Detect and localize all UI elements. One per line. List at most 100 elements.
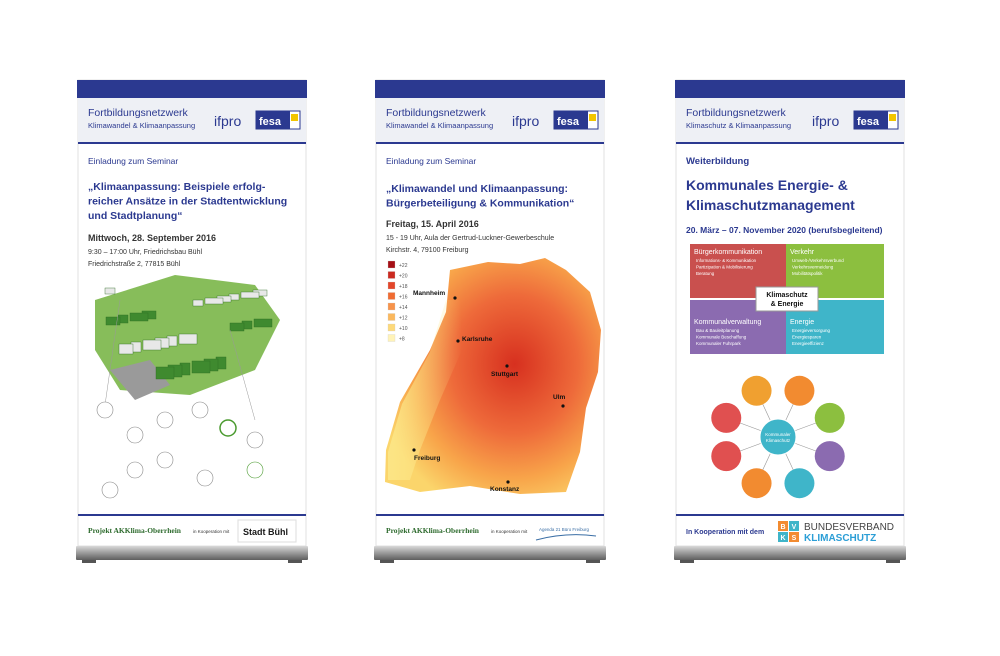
map-region bbox=[385, 258, 601, 494]
legend-swatch bbox=[387, 313, 396, 321]
measure-icon bbox=[126, 426, 144, 444]
network-title: Fortbildungsnetzwerk bbox=[686, 107, 787, 119]
stand-foot bbox=[680, 560, 694, 563]
city-label: Freiburg bbox=[414, 455, 440, 462]
measure-icon bbox=[156, 451, 174, 469]
network-node bbox=[814, 402, 845, 433]
measure-icon bbox=[246, 431, 264, 449]
legend-swatch bbox=[387, 271, 396, 279]
header-rule bbox=[78, 142, 306, 144]
legend-label: +18 bbox=[399, 284, 408, 290]
network-node bbox=[741, 375, 772, 406]
map-rhine-valley bbox=[388, 300, 462, 480]
legend-swatch bbox=[387, 281, 396, 290]
city-building bbox=[204, 297, 224, 305]
legend-label: +10 bbox=[399, 326, 408, 332]
callout-line bbox=[104, 299, 121, 406]
city-building bbox=[129, 312, 149, 322]
logo-fesa-dot bbox=[589, 114, 596, 121]
logo-ifpro: ifpro bbox=[214, 113, 241, 129]
legend-label: +22 bbox=[399, 263, 408, 269]
measure-icon bbox=[156, 411, 174, 429]
callout-line bbox=[229, 329, 256, 421]
quadrant-title: Energie bbox=[790, 319, 814, 326]
cooperation-label: in Kooperation mit bbox=[193, 529, 230, 534]
quadrant-title: Verkehr bbox=[790, 249, 815, 256]
network-title: Fortbildungsnetzwerk bbox=[88, 107, 189, 119]
city-building bbox=[192, 299, 204, 307]
measure-icon bbox=[126, 461, 144, 479]
project-label: Projekt AKKlima-Oberrhein bbox=[386, 526, 480, 535]
headline-line: Bürgerbeteiligung & Kommunikation“ bbox=[386, 198, 574, 210]
logo-letter: B bbox=[780, 524, 785, 531]
logo-letter-box bbox=[778, 532, 788, 542]
quadrant-item: Mobilitätspolitik bbox=[792, 271, 823, 276]
partner-logo-box bbox=[237, 519, 297, 543]
logo-letter: S bbox=[792, 535, 797, 542]
legend-label: +12 bbox=[399, 316, 408, 322]
city-building bbox=[155, 366, 175, 380]
headline-line: Klimaschutzmanagement bbox=[686, 197, 855, 213]
event-date: 20. März – 07. November 2020 (berufsbegl… bbox=[686, 225, 883, 235]
stand-foot bbox=[586, 560, 600, 563]
quadrant-item: Partizipation & Mobilisierung bbox=[696, 265, 753, 270]
event-detail: Friedrichstraße 2, 77815 Bühl bbox=[88, 261, 181, 268]
legend-swatch bbox=[387, 292, 396, 300]
header-rule bbox=[676, 142, 904, 144]
logo-letter-box bbox=[778, 521, 788, 531]
city-dot bbox=[456, 339, 460, 343]
partner-swoosh bbox=[535, 534, 597, 541]
partner-logo: Agenda 21 Büro Freiburg bbox=[539, 527, 589, 532]
measure-icon bbox=[219, 419, 237, 437]
network-topic: Klimaschutz & Klimaanpassung bbox=[686, 121, 791, 130]
event-detail: 15 - 19 Uhr, Aula der Gertrud-Luckner-Ge… bbox=[386, 235, 554, 242]
partner-name: KLIMASCHUTZ bbox=[804, 533, 876, 544]
measure-icon bbox=[96, 401, 114, 419]
city-dot bbox=[453, 296, 457, 300]
quadrant-item: Verkehrsvermeidung bbox=[792, 265, 834, 270]
logo-fesa: fesa bbox=[259, 116, 282, 128]
quadrant-title: Kommunalverwaltung bbox=[694, 319, 761, 326]
banner-top-bar bbox=[77, 80, 307, 98]
event-date: Mittwoch, 28. September 2016 bbox=[88, 233, 216, 243]
kicker: Weiterbildung bbox=[686, 156, 749, 167]
city-dot bbox=[506, 480, 510, 484]
stand-base bbox=[76, 546, 308, 560]
quadrant-title: Bürgerkommunikation bbox=[694, 249, 762, 256]
city-dot bbox=[561, 404, 565, 408]
event-detail: 9:30 – 17:00 Uhr, Friedrichsbau Bühl bbox=[88, 249, 202, 256]
quadrant-item: Energiesparen bbox=[792, 335, 822, 340]
legend-swatch bbox=[387, 302, 396, 311]
footer-rule bbox=[676, 514, 904, 516]
logo-fesa-fill bbox=[554, 111, 588, 129]
partner-name: BUNDESVERBAND bbox=[804, 522, 894, 533]
network-title: Fortbildungsnetzwerk bbox=[386, 107, 487, 119]
logo-letter-box bbox=[789, 521, 799, 531]
city-dot bbox=[412, 448, 416, 452]
measure-icon bbox=[246, 461, 264, 479]
quadrant-item: Energieeffizienz bbox=[792, 341, 825, 346]
event-detail: Kirchstr. 4, 79100 Freiburg bbox=[386, 247, 469, 254]
city-label: Konstanz bbox=[490, 486, 520, 493]
legend-swatch bbox=[387, 323, 396, 332]
legend-label: +16 bbox=[399, 295, 408, 301]
logo-fesa-fill bbox=[854, 111, 888, 129]
logo-fesa: fesa bbox=[857, 116, 880, 128]
kicker: Einladung zum Seminar bbox=[88, 156, 178, 166]
logo-fesa-fill bbox=[256, 111, 290, 129]
city-label: Stuttgart bbox=[491, 371, 519, 378]
banner-top-bar bbox=[375, 80, 605, 98]
network-center-label: Klimaschutz bbox=[766, 438, 791, 443]
partner-logo: Stadt Bühl bbox=[243, 527, 288, 537]
legend-label: +8 bbox=[399, 337, 405, 343]
logo-letter: V bbox=[792, 524, 797, 531]
footer-rule bbox=[376, 514, 604, 516]
city-building bbox=[253, 318, 273, 328]
event-date: Freitag, 15. April 2016 bbox=[386, 219, 479, 229]
headline-line: reicher Ansätze in der Stadtentwicklung bbox=[88, 196, 287, 208]
network-topic: Klimawandel & Klimaanpassung bbox=[386, 121, 493, 130]
quadrant-item: Energieversorgung bbox=[792, 328, 831, 333]
stand-base bbox=[674, 546, 906, 560]
city-building bbox=[191, 360, 211, 374]
logo-fesa: fesa bbox=[557, 116, 580, 128]
